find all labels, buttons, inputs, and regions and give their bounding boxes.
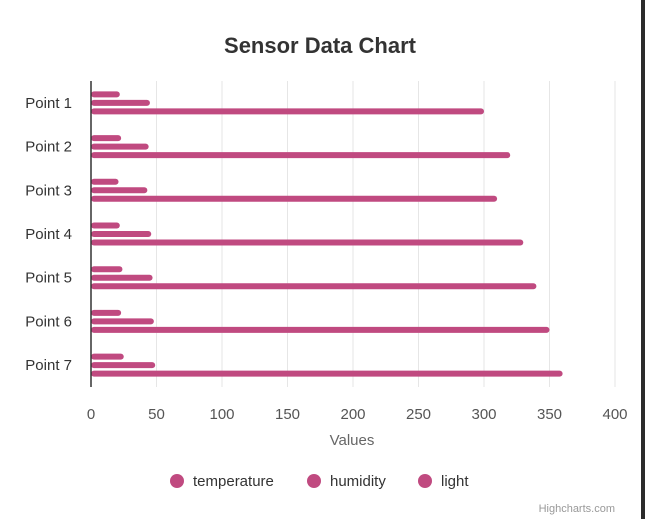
legend-item-light[interactable]: light [418,473,469,490]
legend-marker [170,474,184,488]
legend-item-humidity[interactable]: humidity [307,473,386,490]
bar-temperature[interactable] [91,178,119,185]
bar-humidity[interactable] [91,143,149,150]
x-tick-label: 100 [209,406,234,423]
bar-light[interactable] [91,370,563,377]
bar-light[interactable] [91,326,550,333]
x-tick-label: 400 [602,406,627,423]
x-axis-ticks: 0 50 100 150 200 250 300 350 400 [87,406,628,423]
chart-title: Sensor Data Chart [224,33,417,58]
x-tick-label: 150 [275,406,300,423]
x-tick-label: 200 [340,406,365,423]
bar-light[interactable] [91,239,524,246]
bar-temperature[interactable] [91,222,120,229]
x-tick-label: 50 [148,406,165,423]
legend[interactable]: temperature humidity light [170,473,469,490]
legend-marker [307,474,321,488]
x-axis-title: Values [330,432,375,449]
bar-humidity[interactable] [91,362,156,369]
bar-temperature[interactable] [91,91,120,98]
bar-temperature[interactable] [91,266,123,273]
credits-link[interactable]: Highcharts.com [539,503,615,515]
bar-temperature[interactable] [91,309,122,316]
bar-humidity[interactable] [91,99,150,106]
bar-temperature[interactable] [91,353,124,360]
bar-humidity[interactable] [91,187,148,194]
legend-marker [418,474,432,488]
x-tick-label: 300 [471,406,496,423]
category-label: Point 4 [25,226,72,243]
bar-light[interactable] [91,195,498,202]
category-labels: Point 1 Point 2 Point 3 Point 4 Point 5 Point… [25,95,72,374]
bar-light[interactable] [91,283,537,290]
legend-item-temperature[interactable]: temperature [170,473,274,490]
x-tick-label: 350 [537,406,562,423]
bar-light[interactable] [91,108,484,115]
x-tick-label: 0 [87,406,95,423]
category-label: Point 5 [25,270,72,287]
category-label: Point 6 [25,313,72,330]
category-label: Point 3 [25,182,72,199]
legend-label: light [441,473,469,490]
bars [91,91,563,377]
legend-label: humidity [330,473,386,490]
bar-humidity[interactable] [91,274,153,281]
legend-label: temperature [193,473,274,490]
bar-humidity[interactable] [91,231,152,237]
category-label: Point 1 [25,95,72,112]
category-label: Point 2 [25,139,72,156]
bar-light[interactable] [91,152,511,159]
x-tick-label: 250 [406,406,431,423]
category-label: Point 7 [25,357,72,374]
grid-lines [156,81,616,387]
bar-temperature[interactable] [91,135,122,142]
bar-humidity[interactable] [91,318,154,325]
